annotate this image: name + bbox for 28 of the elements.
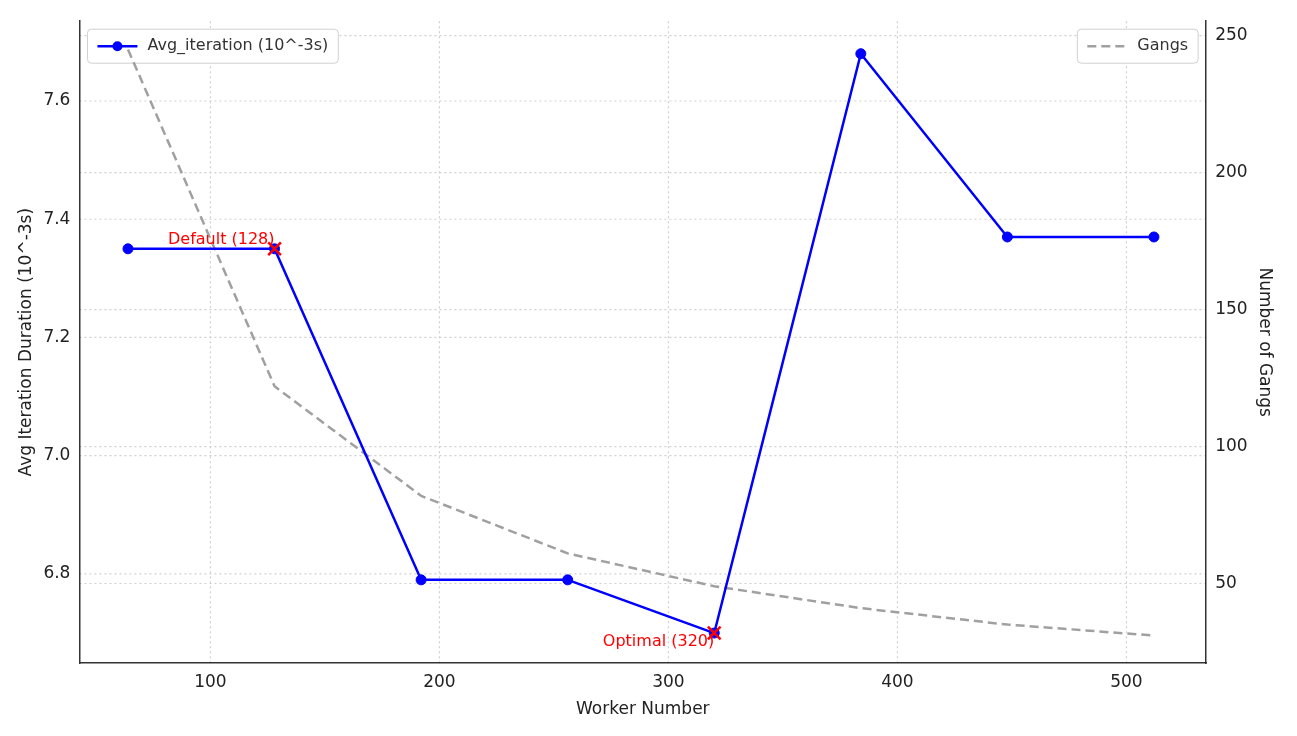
x-tick-label: 100	[194, 670, 227, 691]
legend-label: Gangs	[1137, 35, 1189, 55]
point	[1148, 231, 1160, 243]
y-tick-label: 7.6	[43, 89, 71, 110]
y-tick-label: 6.8	[43, 562, 71, 583]
y2-axis-title: Number of Gangs	[1256, 267, 1277, 418]
x-tick-label: 400	[881, 670, 914, 691]
point	[562, 574, 574, 586]
point	[122, 243, 134, 255]
point	[415, 574, 427, 586]
annotation: Optimal (320)	[602, 631, 715, 651]
y2-tick-label: 200	[1215, 161, 1248, 182]
x-axis-title: Worker Number	[576, 698, 710, 719]
point	[855, 48, 867, 60]
y2-tick-label: 250	[1215, 24, 1248, 45]
y-tick-label: 7.4	[43, 207, 71, 228]
y2-tick-label: 150	[1215, 298, 1248, 319]
y2-tick-label: 100	[1215, 434, 1248, 455]
x-tick-label: 500	[1110, 670, 1143, 691]
annotation: Default (128)	[167, 228, 275, 248]
y2-tick-label: 50	[1215, 571, 1237, 592]
x-tick-label: 200	[423, 670, 456, 691]
point	[1001, 231, 1013, 243]
y-tick-label: 7.2	[43, 325, 71, 346]
y-tick-label: 7.0	[43, 444, 71, 465]
x-tick-label: 300	[652, 670, 685, 691]
legend-label: Avg_iteration (10^-3s)	[147, 35, 329, 56]
y-axis-title: Avg Iteration Duration (10^-3s)	[14, 207, 35, 477]
